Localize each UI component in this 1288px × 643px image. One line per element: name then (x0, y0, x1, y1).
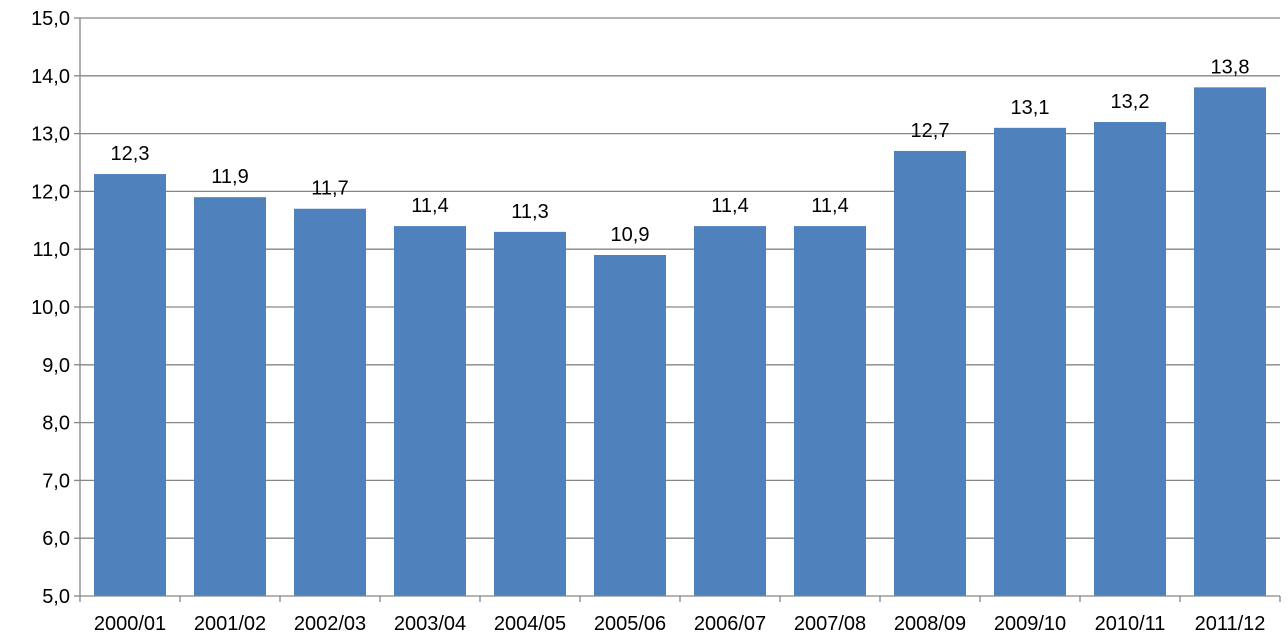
x-tick-label: 2007/08 (794, 613, 866, 635)
bar (94, 174, 166, 596)
x-tick-label: 2003/04 (394, 613, 466, 635)
data-label: 10,9 (611, 224, 650, 246)
data-label: 11,7 (311, 178, 348, 200)
x-tick-label: 2008/09 (894, 613, 966, 635)
bar (194, 197, 266, 596)
y-tick-label: 13,0 (31, 124, 70, 146)
y-tick-label: 7,0 (42, 470, 70, 492)
data-label: 12,3 (111, 143, 150, 165)
y-tick-label: 10,0 (31, 297, 70, 319)
bar (594, 254, 666, 597)
data-label: 11,4 (411, 195, 448, 217)
axes (74, 17, 1281, 602)
data-label: 11,9 (211, 166, 248, 188)
y-tick-label: 8,0 (42, 413, 70, 435)
x-tick-label: 2001/02 (194, 613, 266, 635)
y-tick-label: 15,0 (31, 8, 70, 30)
x-tick-label: 2004/05 (494, 613, 566, 635)
data-label: 12,7 (911, 120, 950, 142)
y-tick-label: 6,0 (42, 528, 70, 550)
data-label: 11,4 (811, 195, 848, 217)
bar (894, 150, 966, 596)
y-tick-label: 12,0 (31, 181, 70, 203)
data-label: 13,2 (1111, 91, 1150, 113)
data-labels: 12,3 11,9 11,7 11,4 11,3 10,9 11,4 11,4 12,7 13,1… (111, 56, 1250, 246)
data-label: 11,3 (511, 201, 548, 223)
y-tick-label: 11,0 (33, 239, 70, 261)
x-tick-label: 2010/11 (1095, 613, 1166, 635)
bars (94, 87, 1266, 597)
bar (694, 226, 766, 596)
bar (294, 208, 366, 597)
x-tick-label: 2002/03 (294, 613, 366, 635)
bar (794, 226, 866, 596)
y-tick-label: 5,0 (42, 586, 70, 608)
x-tick-label: 2009/10 (994, 613, 1066, 635)
x-tick-label: 2006/07 (694, 613, 766, 635)
data-label: 13,1 (1011, 97, 1050, 119)
x-tick-label: 2005/06 (594, 613, 666, 635)
x-tick-label: 2011/12 (1195, 613, 1266, 635)
data-label: 13,8 (1211, 56, 1250, 78)
x-tick-label: 2000/01 (94, 613, 166, 635)
bar (994, 127, 1066, 596)
bar (1194, 87, 1266, 597)
bar (394, 226, 466, 596)
y-tick-label: 9,0 (42, 355, 70, 377)
gridlines (80, 17, 1280, 539)
y-tick-label: 14,0 (31, 66, 70, 88)
data-label: 11,4 (711, 195, 748, 217)
bar (494, 231, 566, 597)
bar (1094, 122, 1166, 596)
x-tick-labels: 2000/01 2001/02 2002/03 2003/04 2004/05 2005/… (94, 613, 1266, 635)
y-tick-labels: 5,0 6,0 7,0 8,0 9,0 10,0 11,0 12,0 13,0 14,0 15,0 (31, 8, 70, 608)
